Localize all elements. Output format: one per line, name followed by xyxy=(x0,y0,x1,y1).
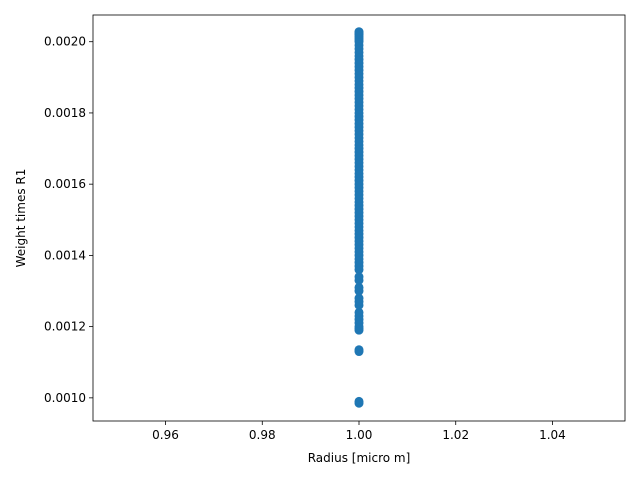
y-axis: 0.0010 0.0012 0.0014 0.0016 0.0018 0.0020 xyxy=(44,35,93,405)
y-tick-label: 0.0012 xyxy=(44,320,86,334)
scatter-point xyxy=(354,27,364,37)
scatter-point xyxy=(354,272,364,282)
scatter-point xyxy=(354,396,364,406)
y-tick-label: 0.0010 xyxy=(44,391,86,405)
scatter-point xyxy=(354,345,364,355)
y-tick-label: 0.0014 xyxy=(44,248,86,262)
scatter-points xyxy=(354,27,364,408)
y-tick-label: 0.0020 xyxy=(44,35,86,49)
x-tick-label: 1.02 xyxy=(442,428,469,442)
y-axis-label: Weight times R1 xyxy=(14,169,28,268)
x-tick-label: 1.04 xyxy=(539,428,566,442)
scatter-point xyxy=(354,293,364,303)
x-tick-label: 0.98 xyxy=(249,428,276,442)
x-tick-label: 1.00 xyxy=(346,428,373,442)
y-tick-label: 0.0016 xyxy=(44,177,86,191)
x-axis-label: Radius [micro m] xyxy=(308,451,411,465)
x-tick-label: 0.96 xyxy=(152,428,179,442)
x-axis: 0.96 0.98 1.00 1.02 1.04 xyxy=(152,421,566,442)
y-tick-label: 0.0018 xyxy=(44,106,86,120)
scatter-point xyxy=(354,282,364,292)
scatter-point xyxy=(354,307,364,317)
